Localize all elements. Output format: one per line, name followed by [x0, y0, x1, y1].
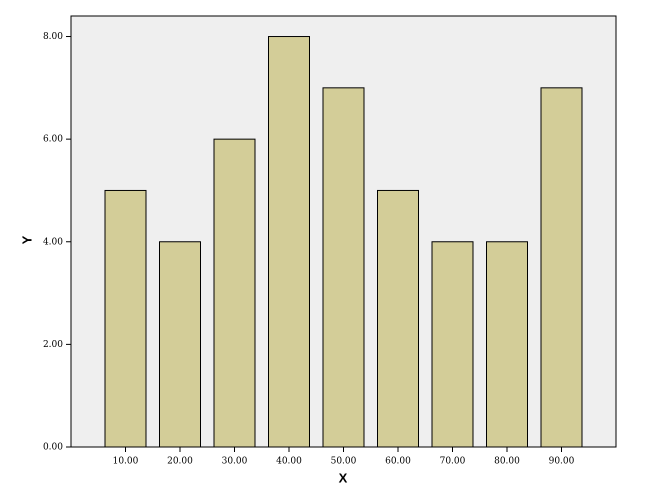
bar [431, 241, 474, 448]
y-tick-label: 8.00 [43, 32, 63, 42]
y-tick-label: 6.00 [43, 135, 63, 145]
y-axis-label: Y [19, 235, 34, 244]
y-tick-label: 4.00 [43, 237, 63, 247]
bar [104, 189, 147, 448]
x-tick-label: 80.00 [494, 457, 520, 467]
x-tick-label: 90.00 [549, 457, 575, 467]
bar [159, 241, 201, 448]
x-tick-label: 50.00 [331, 457, 357, 467]
x-tick-label: 60.00 [385, 457, 411, 467]
bar [540, 87, 583, 448]
bar [213, 138, 256, 448]
bar [377, 189, 419, 448]
x-tick-label: 40.00 [276, 457, 302, 467]
bar [268, 36, 310, 448]
y-tick-label: 0.00 [43, 443, 63, 453]
x-axis-label: X [339, 470, 348, 485]
bar [486, 241, 528, 448]
x-tick-label: 20.00 [167, 457, 193, 467]
x-tick-label: 10.00 [113, 457, 139, 467]
y-tick-label: 2.00 [43, 340, 63, 350]
x-tick-label: 70.00 [440, 457, 466, 467]
bar [322, 87, 365, 448]
x-tick-label: 30.00 [222, 457, 248, 467]
